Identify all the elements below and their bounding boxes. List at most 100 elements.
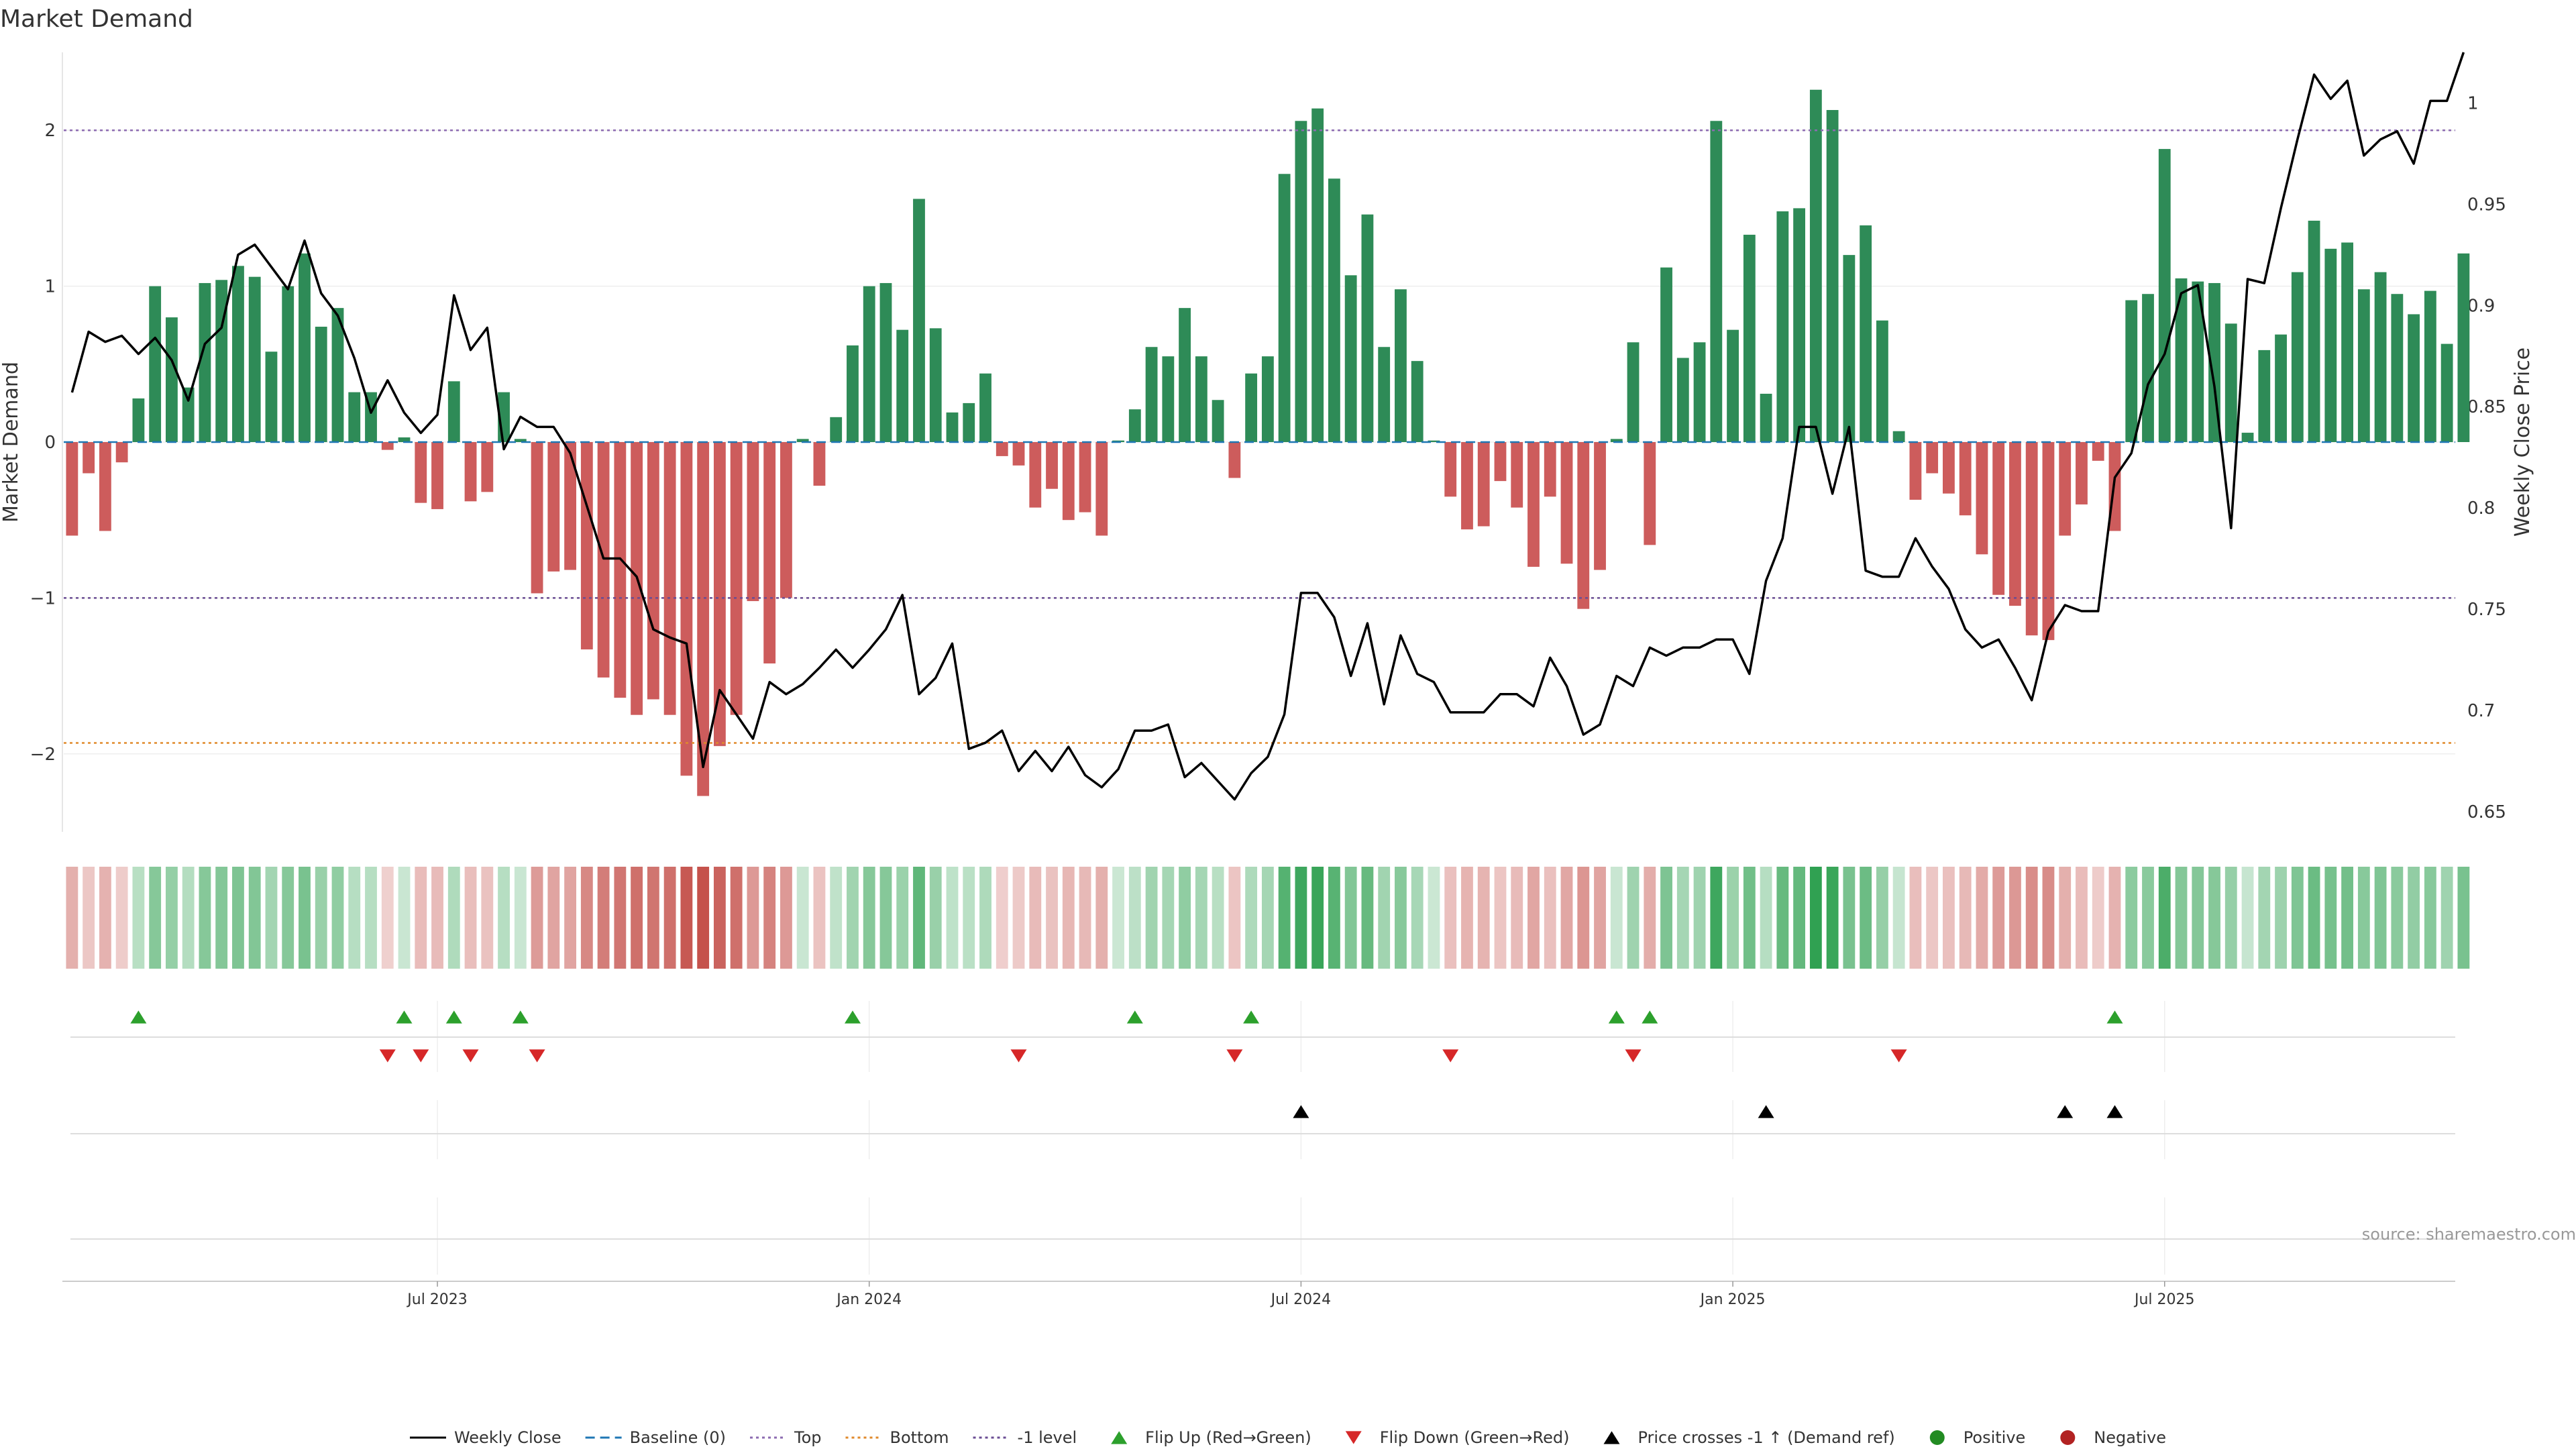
demand-bar-positive [1710,121,1723,443]
heat-cell [431,867,443,969]
legend-label: Weekly Close [454,1428,561,1447]
x-axis: Jul 2023 Jan 2024 Jul 2024 Jan 2025 Jul 2025 [62,1281,2455,1308]
heat-cell [1693,867,1706,969]
demand-bar-negative [614,442,627,698]
demand-bar-positive [1876,320,1888,442]
demand-bar-negative [1560,442,1573,564]
demand-bar-positive [1145,347,1158,442]
demand-bar-negative [1477,442,1490,527]
y2-axis-title: Weekly Close Price [2511,347,2534,537]
demand-bar-positive [2440,343,2453,442]
demand-bar-positive [331,308,344,442]
demand-bar-positive [1660,267,1672,442]
heat-cell [1876,867,1888,969]
demand-bar-positive [1344,275,1357,442]
demand-bar-negative [415,442,427,503]
demand-bar-positive [796,439,809,442]
heat-cell [580,867,593,969]
heat-cell [1926,867,1939,969]
heat-cell [1577,867,1590,969]
legend-label: Flip Up (Red→Green) [1145,1428,1311,1447]
demand-bar-positive [315,327,327,442]
legend-symbol-triangle-up [1111,1431,1128,1444]
heat-cell [1743,867,1756,969]
heat-cell [1826,867,1839,969]
heat-cell [2092,867,2104,969]
demand-bar-positive [2275,334,2287,442]
heat-cell [199,867,211,969]
heat-cell [2308,867,2320,969]
demand-bar-positive [265,352,278,442]
heat-cell [1029,867,1042,969]
heat-cell [1676,867,1689,969]
demand-bar-positive [282,286,294,442]
demand-bar-positive [1809,89,1822,442]
heat-cell [66,867,78,969]
demand-bar-negative [2009,442,2021,606]
heat-cell [2175,867,2188,969]
heat-cell [747,867,759,969]
demand-bar-negative [647,442,659,700]
heat-cell [498,867,510,969]
demand-bar-negative [115,442,128,463]
heat-cell [1311,867,1324,969]
heat-cell [2042,867,2055,969]
demand-bar-negative [1444,442,1457,497]
y-tick-label: 2 [44,121,56,141]
heat-cell [1444,867,1457,969]
x-tick-label: Jul 2025 [2133,1291,2195,1308]
heat-cell [1461,867,1473,969]
demand-bar-positive [2241,433,2254,442]
heat-cell [2009,867,2021,969]
demand-bar-positive [1826,109,1839,442]
demand-bar-positive [1676,358,1689,442]
heat-cell [299,867,311,969]
demand-bar-positive [1411,361,1424,442]
demand-bar-positive [1261,356,1274,442]
flip-up-marker [1608,1010,1625,1024]
heat-cell [979,867,991,969]
demand-bar-positive [929,328,942,442]
flip-up-marker [396,1010,413,1024]
demand-bar-positive [232,266,244,442]
demand-bar-positive [1428,440,1440,442]
flip-down-marker [1890,1049,1907,1063]
demand-bar-negative [680,442,693,776]
demand-bar-negative [66,442,78,536]
demand-bar-positive [2424,290,2436,442]
heat-cell [813,867,826,969]
heat-cell [663,867,676,969]
demand-bar-negative [99,442,111,531]
price-cross-marker [1758,1105,1774,1118]
demand-bar-negative [1976,442,1988,555]
flip-up-marker [2106,1010,2123,1024]
demand-bar-positive [863,286,875,442]
flip-down-marker [413,1049,429,1063]
demand-bar-positive [299,253,311,442]
heat-cell [2291,867,2304,969]
demand-bar-positive [1727,329,1739,442]
demand-bar-negative [747,442,759,602]
demand-bar-positive [1843,255,1856,442]
heat-cell [447,867,460,969]
demand-bar-negative [1959,442,1972,516]
y2-tick-label: 0.95 [2467,195,2506,215]
demand-bar-positive [215,280,228,442]
y2-tick-label: 0.8 [2467,498,2495,519]
heat-cell [2142,867,2154,969]
demand-bar-positive [1328,178,1340,442]
heat-cell [2076,867,2088,969]
demand-bar-negative [1029,442,1042,508]
x-tick-label: Jul 2024 [1270,1291,1332,1308]
y2-tick-label: 0.7 [2467,701,2495,721]
demand-bar-positive [149,286,162,442]
y2-tick-label: 0.9 [2467,296,2495,316]
heat-cell [1328,867,1340,969]
heat-cell [232,867,244,969]
heat-cell [1162,867,1175,969]
heat-cell [1544,867,1556,969]
demand-bar-positive [1361,214,1374,442]
demand-bar-negative [1644,442,1656,545]
demand-bar-positive [1395,289,1407,442]
